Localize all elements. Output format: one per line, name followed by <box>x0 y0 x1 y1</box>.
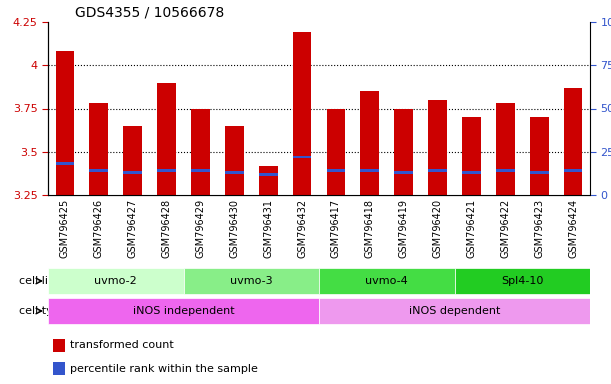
Bar <box>89 169 108 172</box>
Bar <box>293 156 312 158</box>
Bar <box>496 169 514 172</box>
Bar <box>462 171 481 174</box>
Bar <box>530 171 549 174</box>
Bar <box>327 109 345 195</box>
Text: GSM796418: GSM796418 <box>365 199 375 258</box>
Text: Spl4-10: Spl4-10 <box>501 276 543 286</box>
Bar <box>225 171 244 174</box>
Text: uvmo-3: uvmo-3 <box>230 276 273 286</box>
Bar <box>259 173 277 175</box>
Bar <box>428 100 447 195</box>
Text: GSM796424: GSM796424 <box>568 199 578 258</box>
Text: GSM796427: GSM796427 <box>128 199 137 258</box>
Bar <box>53 339 65 352</box>
Text: GSM796428: GSM796428 <box>161 199 172 258</box>
Bar <box>319 268 455 295</box>
Bar <box>259 166 277 195</box>
Bar <box>293 32 312 195</box>
Text: iNOS dependent: iNOS dependent <box>409 306 500 316</box>
Bar <box>89 103 108 195</box>
Bar <box>191 169 210 172</box>
Text: percentile rank within the sample: percentile rank within the sample <box>70 364 258 374</box>
Text: GSM796422: GSM796422 <box>500 199 510 258</box>
Bar <box>319 298 590 324</box>
Bar <box>455 268 590 295</box>
Text: GSM796419: GSM796419 <box>399 199 409 258</box>
Bar <box>157 83 176 195</box>
Bar <box>157 169 176 172</box>
Text: GSM796417: GSM796417 <box>331 199 341 258</box>
Text: uvmo-4: uvmo-4 <box>365 276 408 286</box>
Bar <box>56 51 75 195</box>
Text: GSM796423: GSM796423 <box>534 199 544 258</box>
Bar <box>48 298 319 324</box>
Text: transformed count: transformed count <box>70 340 174 350</box>
Bar <box>123 126 142 195</box>
Bar <box>462 117 481 195</box>
Text: GSM796430: GSM796430 <box>229 199 240 258</box>
Bar <box>394 109 413 195</box>
Text: GSM796421: GSM796421 <box>466 199 477 258</box>
Text: iNOS independent: iNOS independent <box>133 306 234 316</box>
Text: GSM796420: GSM796420 <box>433 199 442 258</box>
Bar <box>123 171 142 174</box>
Text: GSM796429: GSM796429 <box>196 199 205 258</box>
Bar <box>56 162 75 165</box>
Text: GDS4355 / 10566678: GDS4355 / 10566678 <box>75 5 224 20</box>
Text: cell type: cell type <box>19 306 67 316</box>
Bar <box>183 268 319 295</box>
Bar <box>225 126 244 195</box>
Text: cell line: cell line <box>19 276 62 286</box>
Bar <box>564 169 582 172</box>
Text: GSM796432: GSM796432 <box>297 199 307 258</box>
Text: GSM796425: GSM796425 <box>60 199 70 258</box>
Bar <box>360 91 379 195</box>
Bar <box>496 103 514 195</box>
Bar <box>564 88 582 195</box>
Bar <box>360 169 379 172</box>
Bar <box>394 171 413 174</box>
Text: GSM796426: GSM796426 <box>94 199 104 258</box>
Bar <box>53 362 65 376</box>
Bar <box>530 117 549 195</box>
Bar <box>428 169 447 172</box>
Text: GSM796431: GSM796431 <box>263 199 273 258</box>
Bar <box>191 109 210 195</box>
Bar <box>327 169 345 172</box>
Bar <box>48 268 183 295</box>
Text: uvmo-2: uvmo-2 <box>94 276 137 286</box>
